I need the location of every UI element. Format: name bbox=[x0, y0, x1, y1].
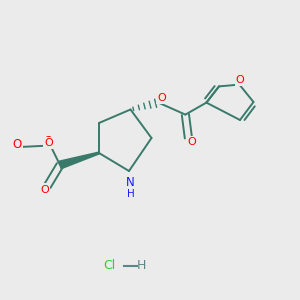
Text: O: O bbox=[236, 75, 244, 85]
Text: O: O bbox=[13, 137, 22, 151]
Text: H: H bbox=[127, 189, 134, 200]
Text: O: O bbox=[40, 184, 50, 197]
Text: O: O bbox=[187, 136, 196, 147]
Polygon shape bbox=[59, 152, 99, 169]
Text: Cl: Cl bbox=[103, 259, 116, 272]
Text: O: O bbox=[44, 137, 53, 148]
Text: N: N bbox=[126, 176, 135, 189]
Text: O: O bbox=[44, 135, 52, 148]
Text: H: H bbox=[137, 259, 147, 272]
Text: O: O bbox=[157, 93, 166, 103]
Text: O: O bbox=[40, 184, 50, 195]
